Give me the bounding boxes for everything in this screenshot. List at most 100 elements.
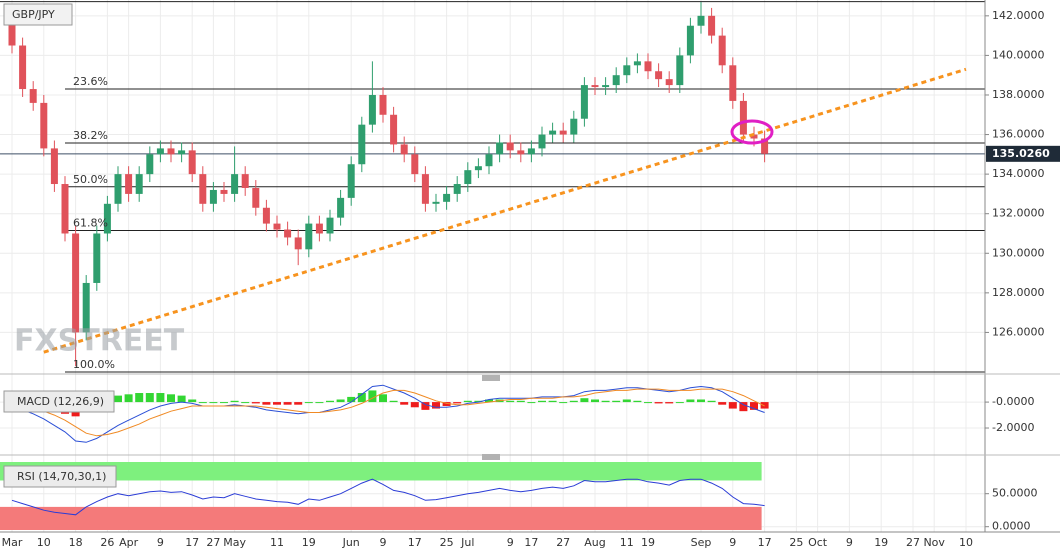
macd-histogram-bar (230, 400, 239, 403)
fib-label: 38.2% (73, 129, 108, 142)
macd-histogram-bar (633, 400, 642, 403)
candle-body (156, 148, 164, 155)
y-tick-label: 130.0000 (992, 246, 1045, 259)
macd-histogram-bar (188, 399, 197, 403)
macd-histogram-bar (516, 400, 525, 403)
candle-body (82, 282, 90, 333)
y-tick-label: 140.0000 (992, 48, 1045, 61)
indicator-box[interactable] (3, 390, 115, 413)
x-tick-label: 26 (100, 536, 114, 549)
candle-body (570, 118, 578, 135)
macd-histogram-bar (485, 399, 493, 403)
candle-body (262, 207, 270, 224)
candle-body (294, 237, 302, 250)
macd-histogram-bar (135, 393, 144, 403)
panel-handle[interactable] (482, 375, 500, 381)
candle-body (506, 142, 514, 151)
x-tick-label: 9 (846, 536, 853, 549)
y-tick-label: 50.0000 (992, 487, 1038, 500)
macd-histogram-bar (177, 395, 186, 403)
x-tick-label: 27 (206, 536, 220, 549)
candle-body (718, 35, 726, 66)
candle-body (103, 203, 111, 234)
macd-histogram-bar (198, 402, 207, 404)
macd-histogram-bar (379, 394, 387, 403)
candle-body (517, 150, 525, 155)
candle-body (485, 154, 493, 167)
indicator-box[interactable] (3, 465, 117, 488)
candle-body (19, 45, 27, 90)
macd-histogram-bar (336, 399, 345, 403)
macd-histogram-bar (580, 398, 589, 403)
candle-body (220, 189, 228, 194)
candle-body (464, 170, 472, 185)
x-tick-label: 18 (69, 536, 83, 549)
macd-histogram-bar (241, 402, 250, 404)
overbought-band (0, 462, 762, 481)
x-tick-label: 9 (729, 536, 736, 549)
watermark: FXSTREET (14, 324, 185, 359)
candle-body (750, 134, 758, 139)
x-tick-label: 25 (440, 536, 454, 549)
macd-histogram-bar (548, 400, 557, 403)
x-tick-label: Jul (460, 536, 474, 549)
candle-body (61, 184, 69, 234)
y-tick-label: -0.0000 (992, 395, 1034, 408)
y-tick-label: 0.0000 (992, 520, 1031, 533)
y-tick-label: 142.0000 (992, 9, 1045, 22)
macd-histogram-bar (686, 399, 695, 403)
candle-body (697, 15, 705, 26)
macd-histogram-bar (644, 402, 652, 404)
x-tick-label: 17 (524, 536, 538, 549)
plot-area (0, 0, 985, 532)
macd-histogram-bar (622, 399, 631, 403)
fib-label: 50.0% (73, 173, 108, 186)
x-tick-label: 19 (302, 536, 316, 549)
macd-histogram-bar (294, 402, 303, 405)
macd-histogram-bar (538, 400, 546, 403)
candle-body (390, 114, 398, 145)
candle-body (178, 150, 186, 155)
signal-line (11, 388, 765, 437)
macd-histogram-bar (559, 402, 568, 404)
candle-body (686, 25, 694, 56)
candle-body (146, 154, 154, 175)
macd-line (11, 384, 765, 443)
macd-histogram-bar (262, 402, 271, 405)
candle-body (655, 71, 663, 80)
x-tick-label: Oct (808, 536, 828, 549)
candle-body (358, 124, 366, 165)
y-tick-label: 134.0000 (992, 167, 1045, 180)
candle-body (284, 229, 292, 238)
macd-histogram-bar (569, 400, 578, 403)
macd-histogram-bar (167, 394, 175, 403)
candle-body (474, 166, 482, 171)
macd-title: MACD (12,26,9) (17, 395, 104, 408)
x-tick-label: 11 (270, 536, 284, 549)
macd-histogram-bar (251, 402, 260, 404)
candle-body (761, 138, 769, 154)
candle-body (400, 144, 408, 155)
x-tick-label: Jun (342, 536, 360, 549)
candle-body (729, 65, 737, 101)
macd-histogram-bar (760, 402, 769, 409)
macd-histogram-bar (410, 402, 419, 408)
y-tick-label: -2.0000 (992, 421, 1034, 434)
x-tick-label: 17 (185, 536, 199, 549)
candle-body (665, 79, 673, 86)
candle-body (114, 174, 122, 204)
candle-body (29, 89, 37, 103)
x-tick-label: 19 (874, 536, 888, 549)
macd-histogram-bar (506, 400, 515, 403)
macd-histogram-bar (283, 402, 292, 405)
macd-histogram-bar (357, 393, 366, 403)
x-tick-label: 17 (408, 536, 422, 549)
candle-body (72, 233, 80, 333)
macd-histogram-bar (739, 402, 748, 412)
fib-label: 61.8% (73, 217, 108, 230)
symbol-box[interactable] (3, 3, 73, 26)
macd-histogram-bar (718, 402, 727, 405)
panel-handle[interactable] (482, 454, 500, 460)
x-tick-label: 10 (37, 536, 51, 549)
candle-body (612, 75, 620, 86)
